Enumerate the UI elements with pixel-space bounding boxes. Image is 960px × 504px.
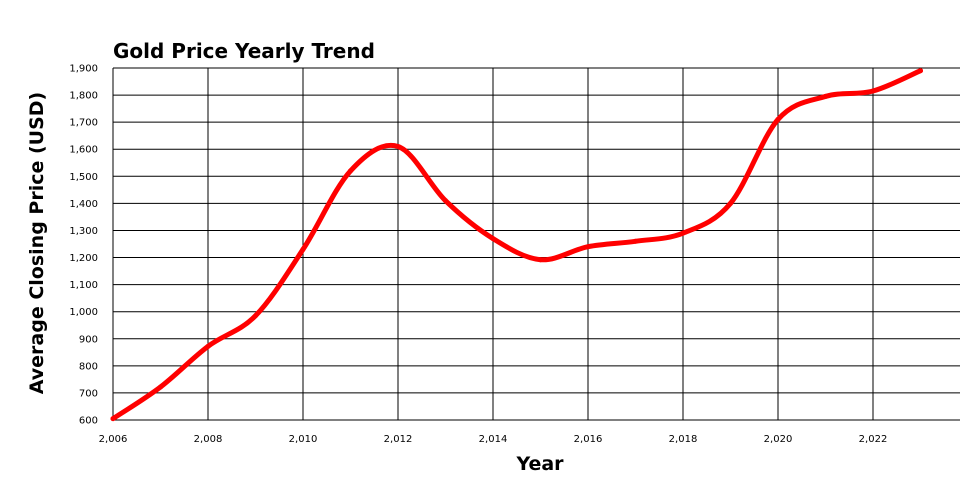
grid-lines — [112, 67, 960, 421]
data-point — [680, 230, 686, 236]
y-axis-title: Average Closing Price (USD) — [26, 92, 48, 395]
y-tick-label: 700 — [79, 388, 98, 399]
data-point — [775, 116, 781, 122]
y-tick-label: 1,700 — [69, 118, 98, 129]
x-tick-label: 2,014 — [479, 434, 508, 445]
x-tick-label: 2,010 — [289, 434, 318, 445]
x-tick-label: 2,012 — [384, 434, 413, 445]
x-tick-label: 2,018 — [669, 434, 698, 445]
data-point — [823, 93, 828, 99]
data-point — [205, 343, 211, 349]
series-layer — [110, 68, 923, 422]
y-tick-label: 1,000 — [69, 307, 98, 318]
data-point — [870, 88, 876, 94]
x-tick-label: 2,022 — [859, 434, 888, 445]
y-tick-labels: 600 700 800 900 1,000 1,100 1,200 1,300 1,400 1,5… — [69, 64, 98, 427]
x-tick-label: 2,008 — [194, 434, 223, 445]
y-tick-label: 1,600 — [69, 145, 98, 156]
y-tick-label: 1,500 — [69, 172, 98, 183]
y-tick-label: 600 — [79, 416, 98, 427]
x-tick-label: 2,006 — [99, 434, 128, 445]
data-point — [918, 68, 923, 74]
data-point — [538, 257, 543, 263]
data-point — [110, 416, 116, 422]
data-point — [253, 313, 258, 319]
data-point — [300, 246, 306, 252]
y-tick-label: 1,100 — [69, 280, 98, 291]
y-tick-label: 1,200 — [69, 253, 98, 264]
y-tick-label: 800 — [79, 361, 98, 372]
data-point — [585, 244, 591, 250]
y-tick-label: 1,300 — [69, 226, 98, 237]
x-axis-title: Year — [515, 453, 564, 475]
data-point — [443, 198, 448, 204]
data-point — [158, 384, 163, 390]
y-tick-label: 1,400 — [69, 199, 98, 210]
y-tick-label: 1,800 — [69, 91, 98, 102]
y-tick-label: 1,900 — [69, 64, 98, 75]
data-point — [728, 200, 733, 206]
x-tick-label: 2,016 — [574, 434, 603, 445]
x-tick-labels: 2,006 2,008 2,010 2,012 2,014 2,016 2,018 2,020… — [99, 434, 888, 445]
y-tick-label: 900 — [79, 334, 98, 345]
data-point — [395, 144, 401, 150]
data-point — [633, 238, 638, 244]
data-point — [348, 168, 353, 174]
x-tick-label: 2,020 — [764, 434, 793, 445]
data-point — [490, 236, 496, 242]
series-line — [110, 68, 923, 422]
chart-title: Gold Price Yearly Trend — [113, 39, 375, 63]
